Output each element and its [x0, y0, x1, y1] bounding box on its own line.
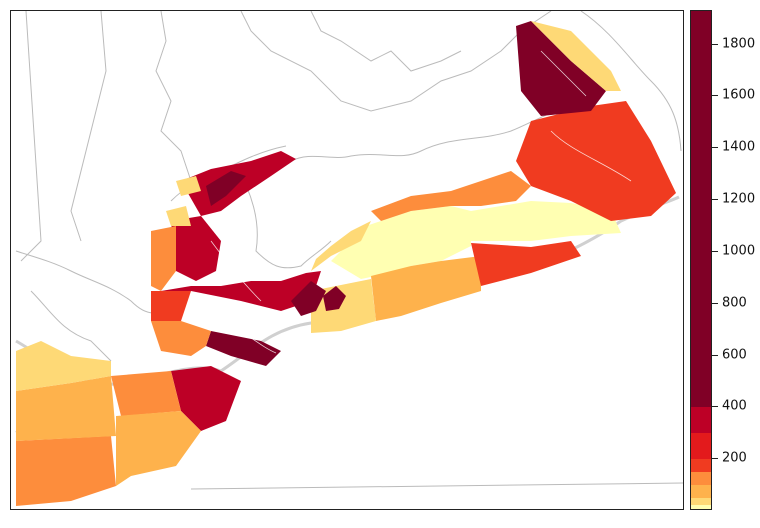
region-gm-band	[151, 271, 321, 311]
legend-tick-label: 1800	[722, 36, 756, 52]
region-gm-dark-c	[323, 286, 346, 311]
region-gm-lower	[151, 321, 211, 356]
region-cb-pale	[531, 21, 621, 91]
color-legend	[690, 10, 712, 510]
legend-tick-label: 600	[722, 347, 747, 363]
legend-tick-label: 800	[722, 295, 747, 311]
region-gm-dark-b	[291, 281, 326, 316]
legend-band-2	[691, 485, 711, 499]
region-ns-shelf-b	[311, 279, 376, 333]
legend-tick-mark	[712, 147, 718, 149]
legend-tick-mark	[712, 95, 718, 97]
legend-band-0	[691, 504, 711, 509]
region-ns-yellow	[311, 221, 371, 271]
region-gm-west-b	[151, 291, 191, 321]
region-southwest-b	[16, 376, 116, 441]
legend-tick-mark	[712, 458, 718, 460]
region-gm-pale	[176, 176, 201, 196]
legend-tick-label: 1200	[722, 191, 756, 207]
region-ns-mid-orange	[371, 171, 531, 221]
region-gb-dark	[171, 366, 241, 431]
region-ns-shelf-a	[371, 256, 481, 321]
legend-band-7	[691, 11, 711, 408]
map-panel	[10, 10, 684, 510]
region-cb-dark	[516, 21, 606, 116]
legend-tick-mark	[712, 199, 718, 201]
region-southwest-c	[111, 371, 181, 416]
legend-band-5	[691, 433, 711, 460]
legend-tick-label: 1400	[722, 139, 756, 155]
legend-tick-mark	[712, 406, 718, 408]
region-southwest-d	[116, 411, 201, 486]
legend-band-1	[691, 498, 711, 505]
legend-tick-label: 1000	[722, 243, 756, 259]
legend-tick-mark	[712, 354, 718, 356]
legend-tick-mark	[712, 302, 718, 304]
region-ns-interior	[331, 206, 471, 279]
legend-tick-label: 1600	[722, 87, 756, 103]
region-southwest-e	[16, 341, 111, 391]
region-gm-yellow	[166, 206, 191, 226]
region-ns-pale-east	[471, 201, 621, 241]
legend-tick-mark	[712, 43, 718, 45]
region-southwest-a	[16, 436, 116, 506]
region-ns-orange	[471, 241, 581, 286]
legend-tick-label: 400	[722, 398, 747, 414]
legend-band-4	[691, 459, 711, 473]
map-svg	[15, 11, 683, 506]
choropleth-regions	[16, 21, 676, 506]
legend-band-6	[691, 407, 711, 434]
legend-tick-label: 200	[722, 450, 747, 466]
legend-band-3	[691, 472, 711, 486]
region-gm-west-a	[151, 226, 176, 291]
depth-contours	[210, 50, 632, 354]
region-gm-dark-a	[206, 331, 281, 366]
legend-tick-mark	[712, 250, 718, 252]
region-fundy-mouth	[171, 216, 221, 281]
region-fundy-head	[206, 171, 246, 206]
